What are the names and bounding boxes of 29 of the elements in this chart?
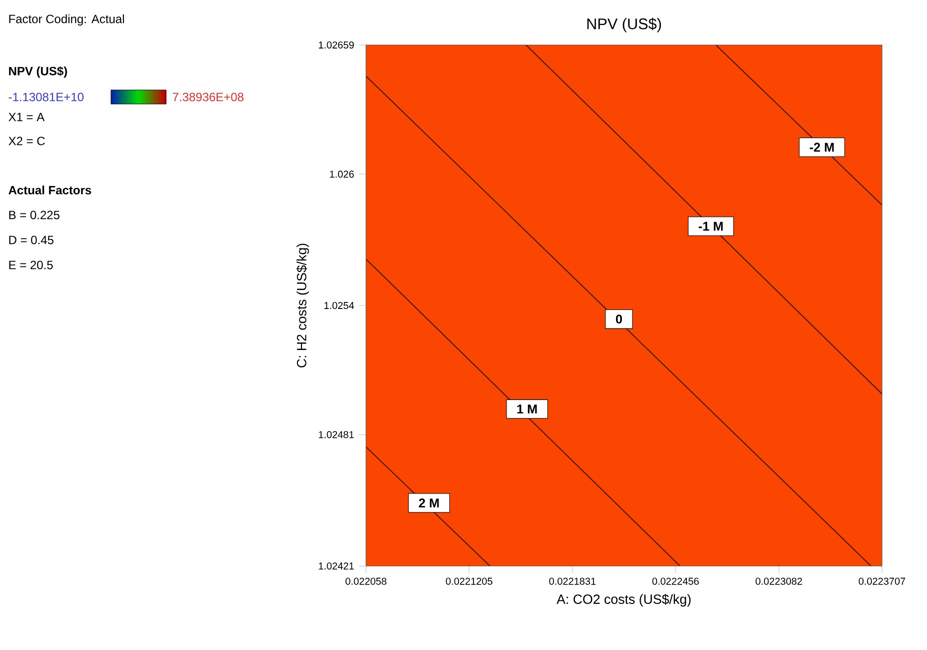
annotation: -2 M: [810, 142, 834, 152]
y-tick-label: 1.02659: [318, 41, 354, 49]
text: -1.13081E+10: [8, 92, 84, 102]
text: NPV (US$): [9, 66, 68, 78]
x-axis-title: A: CO2 costs (US$/kg): [556, 594, 691, 607]
y-tick-label: 1.026: [330, 170, 354, 178]
x-tick-label: 0.0222456: [652, 578, 699, 585]
annotation: -1 M: [698, 222, 723, 231]
text: E = 20.5: [9, 260, 53, 270]
chart-title: NPV (US$): [587, 18, 661, 32]
y-tick-label: 1.02421: [318, 562, 354, 570]
text: Factor Coding: Actual: [9, 14, 124, 26]
y-tick-label: 1.02481: [318, 431, 354, 438]
y-tick-label: 1.0254: [324, 302, 354, 310]
x-tick-label: 0.0223082: [756, 578, 802, 585]
text: 7.38936E+08: [172, 92, 244, 102]
text: B = 0.225: [9, 210, 60, 220]
annotation: 2 M: [418, 498, 439, 508]
text: X1 = A: [8, 112, 45, 122]
x-tick-label: 0.0221205: [446, 578, 492, 585]
y-axis-title: C: H2 costs (US$/kg): [296, 244, 309, 368]
text: D = 0.45: [9, 236, 54, 244]
x-tick-label: 0.0223707: [858, 578, 906, 585]
text: Actual Factors: [8, 186, 92, 194]
x-tick-label: 0.0221831: [549, 578, 596, 585]
annotation: 0: [616, 314, 622, 324]
text: X2 = C: [8, 136, 45, 146]
annotation: 1 M: [517, 404, 537, 414]
x-tick-label: 0.022058: [346, 578, 386, 585]
